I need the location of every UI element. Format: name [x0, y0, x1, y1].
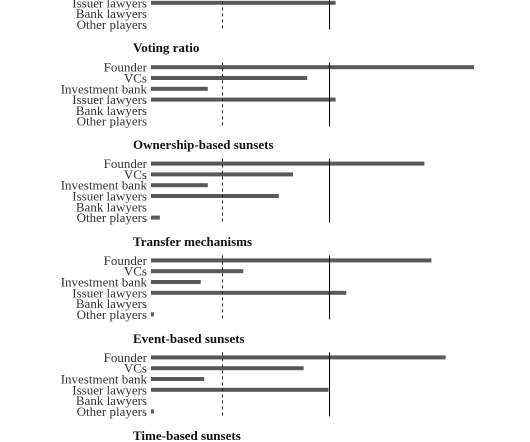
category-label: Issuer lawyers	[72, 189, 147, 204]
category-label: Founder	[104, 156, 148, 171]
bar	[151, 76, 308, 80]
category-label: Bank lawyers	[76, 393, 147, 408]
bar	[151, 280, 201, 284]
category-label: Founder	[104, 253, 148, 268]
bar	[151, 312, 154, 317]
bar	[151, 172, 293, 177]
category-label: Bank lawyers	[76, 6, 147, 21]
panel-title: Ownership-based sunsets	[133, 137, 274, 152]
bar	[151, 258, 432, 263]
category-label: Investment bank	[61, 81, 148, 96]
bar	[151, 183, 208, 188]
category-label: Bank lawyers	[76, 199, 147, 214]
panel-title: Time-based sunsets	[133, 428, 241, 442]
category-label: VCs	[124, 167, 147, 182]
category-label: VCs	[124, 361, 147, 376]
category-label: Issuer lawyers	[72, 382, 147, 397]
category-label: Issuer lawyers	[72, 92, 147, 107]
category-label: Issuer lawyers	[72, 0, 147, 10]
bar	[151, 0, 336, 5]
category-label: Investment bank	[61, 275, 148, 290]
bar	[151, 409, 154, 414]
category-label: Founder	[104, 60, 148, 75]
bar	[151, 215, 160, 220]
category-label: VCs	[124, 264, 147, 279]
category-label: Other players	[77, 307, 147, 322]
bar	[151, 387, 329, 392]
bar	[151, 269, 244, 274]
bar	[151, 97, 336, 102]
panel-title: Voting ratio	[133, 40, 199, 55]
category-label: Issuer lawyers	[72, 285, 147, 300]
category-label: VCs	[124, 71, 147, 86]
bar	[151, 366, 304, 371]
category-label: Bank lawyers	[76, 296, 147, 311]
bar	[151, 377, 205, 381]
category-label: Other players	[77, 114, 147, 129]
category-label: Other players	[77, 17, 147, 32]
bar	[151, 86, 208, 91]
bar	[151, 194, 279, 198]
category-label: Investment bank	[61, 178, 148, 193]
category-label: Investment bank	[61, 372, 148, 387]
panel-title: Transfer mechanisms	[133, 234, 252, 249]
bar	[151, 290, 347, 295]
bar	[151, 65, 475, 70]
category-label: Founder	[104, 350, 148, 365]
category-label: Other players	[77, 404, 147, 419]
category-label: Bank lawyers	[76, 103, 147, 118]
bar	[151, 161, 425, 166]
panel-title: Event-based sunsets	[133, 331, 245, 346]
bar	[151, 355, 446, 360]
category-label: Other players	[77, 210, 147, 225]
